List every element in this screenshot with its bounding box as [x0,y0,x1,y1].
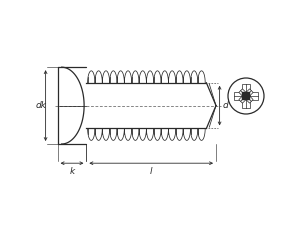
Polygon shape [242,92,250,100]
Polygon shape [234,92,258,100]
Polygon shape [242,84,250,108]
Polygon shape [239,89,253,103]
Text: dk: dk [35,101,46,110]
Polygon shape [239,89,253,103]
Text: l: l [150,167,152,176]
Text: d: d [223,101,229,110]
Text: k: k [69,167,75,176]
